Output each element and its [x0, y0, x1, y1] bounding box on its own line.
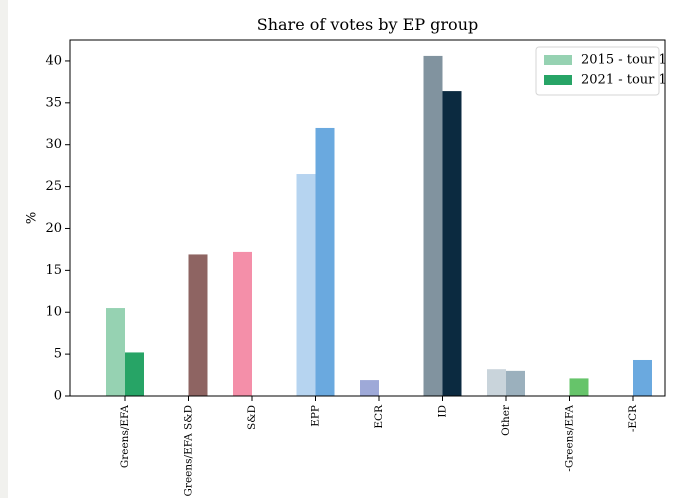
x-tick-label: Greens/EFA S&D — [183, 405, 195, 496]
x-tick-label: -ECR — [627, 404, 639, 432]
bar-1-5 — [423, 55, 443, 397]
y-tick-label: 35 — [45, 95, 62, 110]
bar-2-5 — [442, 91, 462, 397]
x-tick-label: Other — [500, 404, 512, 436]
bar-1-3 — [296, 174, 316, 396]
legend-swatch — [544, 75, 572, 85]
bar-2-7 — [569, 378, 589, 396]
legend-label: 2015 - tour 1 — [581, 53, 667, 68]
legend-label: 2021 - tour 1 — [581, 73, 667, 88]
chart-panel: Share of votes by EP group % Greens/EFA G… — [8, 0, 673, 498]
x-tick-label: Greens/EFA — [119, 405, 131, 469]
bar-1-2 — [233, 251, 252, 396]
bars-layer — [106, 55, 652, 397]
x-tick-label: EPP — [310, 405, 322, 427]
y-tick-label: 0 — [54, 389, 62, 404]
bar-2-8 — [633, 359, 652, 396]
plot-frame — [69, 39, 666, 397]
y-tick-label: 30 — [45, 137, 62, 152]
x-tick-label: -Greens/EFA — [564, 405, 576, 472]
bar-2-0 — [125, 352, 144, 396]
y-axis-label: % — [25, 212, 40, 224]
legend-swatch — [544, 55, 572, 65]
legend: 2015 - tour 1 2021 - tour 1 — [535, 46, 667, 96]
y-tick-label: 25 — [45, 179, 62, 194]
bar-1-4 — [360, 380, 379, 396]
y-tick-label: 40 — [45, 53, 62, 68]
y-tick-label: 5 — [54, 347, 62, 362]
axes-layer: Greens/EFA Greens/EFA S&D S&D EPP ECR ID Other… — [45, 39, 666, 496]
y-tick-label: 15 — [45, 263, 62, 278]
bar-chart: Share of votes by EP group % Greens/EFA G… — [25, 15, 667, 496]
y-tick-label: 20 — [45, 221, 62, 236]
bar-1-0 — [106, 308, 125, 396]
chart-title: Share of votes by EP group — [257, 15, 478, 34]
y-tick-label: 10 — [45, 305, 62, 320]
x-tick-label: S&D — [246, 405, 258, 430]
x-tick-label: ECR — [373, 404, 385, 429]
bar-2-6 — [506, 370, 525, 396]
bar-1-6 — [487, 369, 506, 396]
bar-2-3 — [315, 127, 335, 396]
bar-2-1 — [188, 254, 208, 396]
x-tick-label: ID — [437, 405, 449, 418]
